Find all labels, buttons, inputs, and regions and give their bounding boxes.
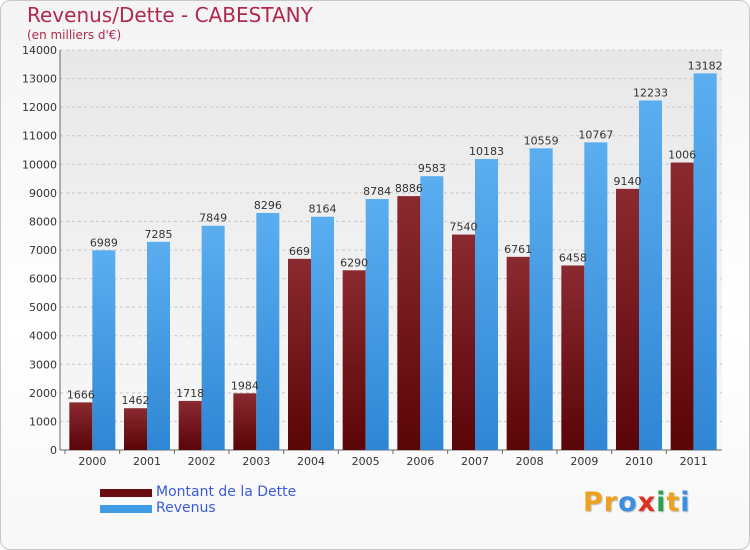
bar-revenus-2004 [311, 216, 334, 450]
y-tick-label: 9000 [29, 187, 57, 200]
data-label-dette-2000: 1666 [67, 388, 95, 401]
y-tick-label: 2000 [29, 387, 57, 400]
bar-dette-2010 [616, 188, 639, 450]
data-label-revenus-2006: 9583 [418, 162, 446, 175]
bar-revenus-2003 [256, 212, 280, 450]
logo-letter: x [637, 487, 657, 518]
y-tick-label: 7000 [29, 244, 57, 257]
x-tick-label: 2010 [625, 455, 653, 468]
y-tick-label: 13000 [22, 73, 57, 86]
bar-revenus-2001 [147, 241, 170, 450]
bar-dette-2007 [452, 234, 475, 450]
chart-subtitle: (en milliers d'€) [27, 28, 122, 42]
bar-dette-2002 [178, 400, 202, 450]
data-label-dette-2005: 6290 [340, 256, 368, 269]
bar-dette-2009 [561, 265, 585, 450]
logo-letter: t [666, 487, 681, 518]
data-label-revenus-2004: 8164 [309, 203, 337, 216]
y-tick-label: 14000 [22, 44, 57, 57]
legend-label-dette: Montant de la Dette [156, 484, 297, 500]
bar-revenus-2007 [475, 159, 498, 451]
x-tick-label: 2003 [242, 455, 270, 468]
proxiti-logo: Proxiti [583, 487, 691, 518]
bar-dette-2005 [342, 270, 366, 450]
x-tick-label: 2007 [461, 455, 489, 468]
bar-revenus-2008 [529, 148, 553, 451]
bar-revenus-2010 [639, 100, 662, 450]
y-tick-label: 6000 [29, 273, 57, 286]
bar-dette-2003 [233, 393, 257, 450]
y-tick-label: 11000 [22, 130, 57, 143]
y-tick-label: 0 [50, 444, 57, 457]
x-tick-label: 2004 [297, 455, 325, 468]
y-tick-label: 5000 [29, 301, 57, 314]
y-tick-label: 10000 [22, 158, 57, 171]
data-label-dette-2008: 6761 [504, 243, 532, 256]
x-tick-label: 2006 [406, 455, 434, 468]
data-label-dette-2007: 7540 [450, 221, 478, 234]
data-label-revenus-2011: 13182 [688, 59, 723, 72]
x-tick-label: 2005 [352, 455, 380, 468]
bar-revenus-2002 [201, 225, 225, 450]
y-tick-label: 8000 [29, 215, 57, 228]
bar-dette-2000 [69, 402, 93, 450]
y-tick-label: 1000 [29, 415, 57, 428]
x-tick-label: 2009 [570, 455, 598, 468]
data-label-dette-2011: 1006 [668, 149, 696, 162]
legend-label-revenus: Revenus [156, 500, 216, 516]
data-label-dette-2002: 1718 [176, 387, 204, 400]
x-tick-label: 2011 [680, 455, 708, 468]
data-label-dette-2006: 8886 [395, 182, 423, 195]
y-tick-label: 4000 [29, 330, 57, 343]
x-tick-label: 2000 [78, 455, 106, 468]
data-label-revenus-2002: 7849 [199, 212, 227, 225]
data-label-dette-2001: 1462 [122, 394, 150, 407]
logo-letter: i [680, 487, 691, 518]
bar-revenus-2006 [420, 176, 444, 450]
bar-dette-2011 [670, 162, 694, 451]
bar-revenus-2000 [92, 250, 116, 450]
bar-dette-2001 [124, 408, 147, 450]
y-tick-label: 3000 [29, 358, 57, 371]
data-label-revenus-2009: 10767 [578, 128, 613, 141]
x-tick-label: 2002 [188, 455, 216, 468]
logo-letter: o [618, 487, 638, 518]
bar-dette-2004 [288, 258, 311, 450]
data-label-revenus-2008: 10559 [524, 134, 559, 147]
x-tick-label: 2001 [133, 455, 161, 468]
data-label-revenus-2000: 6989 [90, 236, 118, 249]
bar-dette-2006 [397, 196, 421, 450]
data-label-revenus-2005: 8784 [363, 185, 391, 198]
x-tick-label: 2008 [516, 455, 544, 468]
bar-dette-2008 [506, 256, 530, 450]
bar-revenus-2005 [365, 199, 389, 450]
legend-swatch-revenus [100, 505, 152, 513]
data-label-revenus-2001: 7285 [145, 228, 173, 241]
data-label-dette-2004: 669 [289, 245, 310, 258]
logo-letter: i [656, 487, 667, 518]
data-label-dette-2003: 1984 [231, 379, 259, 392]
logo-letter: P [583, 487, 604, 518]
data-label-dette-2010: 9140 [614, 175, 642, 188]
bar-revenus-2009 [584, 142, 608, 450]
data-label-revenus-2010: 12233 [633, 86, 668, 99]
data-label-revenus-2003: 8296 [254, 199, 282, 212]
data-label-dette-2009: 6458 [559, 251, 587, 264]
bar-revenus-2011 [693, 73, 717, 450]
chart-title: Revenus/Dette - CABESTANY [27, 3, 313, 27]
y-tick-label: 12000 [22, 101, 57, 114]
legend-swatch-dette [100, 489, 152, 497]
data-label-revenus-2007: 10183 [469, 145, 504, 158]
logo-letter: r [603, 487, 619, 518]
